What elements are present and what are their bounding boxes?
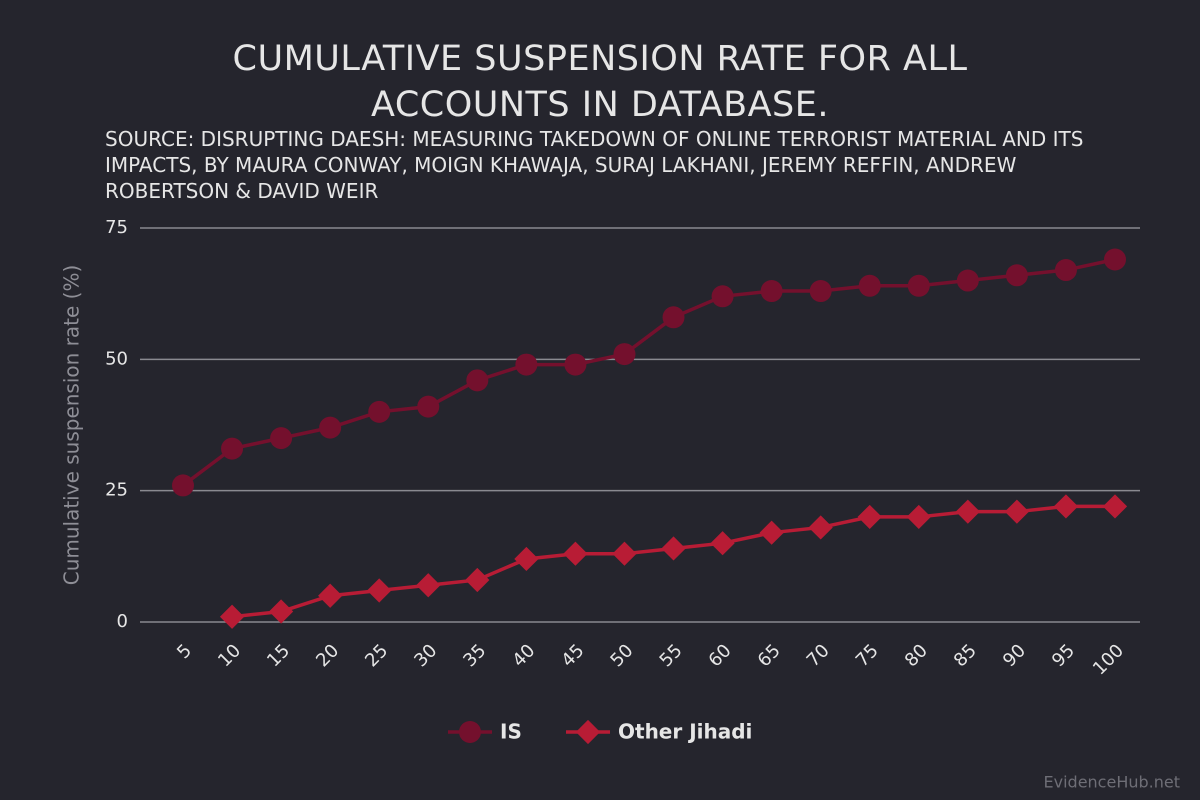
legend-marker [459,721,481,743]
y-tick-label: 25 [105,480,128,501]
x-tick-label: 5 [173,640,196,663]
data-point [759,520,784,545]
x-tick-label: 60 [705,640,736,671]
data-point [270,427,293,450]
data-point [760,280,783,303]
data-point [1054,259,1077,282]
data-point [907,274,930,297]
x-tick-label: 95 [1048,640,1079,671]
data-point [1005,264,1028,287]
x-tick-label: 65 [754,640,785,671]
data-point [465,567,490,593]
data-point [858,274,881,297]
data-point [221,437,244,460]
data-point [269,599,294,624]
y-tick-label: 50 [105,348,128,369]
x-tick-label: 85 [950,640,981,671]
chart-title: CUMULATIVE SUSPENSION RATE FOR ALL ACCOU… [232,39,968,125]
x-tick-label: 45 [557,640,588,671]
data-point [857,504,882,530]
x-tick-label: 35 [459,640,490,671]
watermark: EvidenceHub.net [1044,773,1180,792]
data-point [906,504,931,530]
data-point [809,280,832,303]
data-point [662,306,685,329]
x-tick-label: 55 [656,640,687,671]
data-point [466,369,489,392]
data-point [514,546,539,572]
data-point [368,400,391,423]
data-point [1004,499,1029,524]
legend-label: IS [500,720,522,744]
data-point [1053,494,1079,519]
x-tick-label: 30 [410,640,441,671]
data-point [955,499,980,524]
data-point [1104,248,1126,271]
legend-label: Other Jihadi [618,720,752,744]
x-tick-label: 50 [606,640,637,671]
data-point [416,573,441,598]
data-point [172,474,194,497]
data-point [564,353,587,376]
x-tick-label: 10 [214,640,245,671]
data-point [515,353,538,376]
y-tick-label: 0 [117,611,128,632]
data-point [318,583,343,608]
data-point [1102,494,1128,519]
data-point [417,395,440,418]
x-tick-label: 100 [1089,640,1128,679]
data-point [661,536,686,561]
data-point [956,269,979,292]
x-tick-label: 15 [263,640,294,671]
legend-marker [575,719,601,745]
data-point [613,343,636,366]
series-line [181,257,1116,487]
data-point [808,515,833,540]
x-tick-label: 75 [852,640,883,671]
x-tick-label: 90 [999,640,1030,671]
series-line [231,504,1115,619]
x-tick-label: 25 [361,640,392,671]
x-tick-label: 20 [312,640,343,671]
x-tick-label: 80 [901,640,932,671]
y-axis-label: Cumulative suspension rate (%) [60,265,84,586]
x-tick-label: 70 [803,640,834,671]
data-point [612,541,637,566]
x-tick-label: 40 [508,640,539,671]
chart-subtitle: SOURCE: DISRUPTING DAESH: MEASURING TAKE… [105,127,1084,203]
data-point [710,531,735,556]
data-point [219,604,245,629]
data-point [563,541,588,566]
data-point [711,285,734,308]
data-point [367,578,392,603]
y-tick-label: 75 [105,217,128,238]
data-point [319,416,342,439]
